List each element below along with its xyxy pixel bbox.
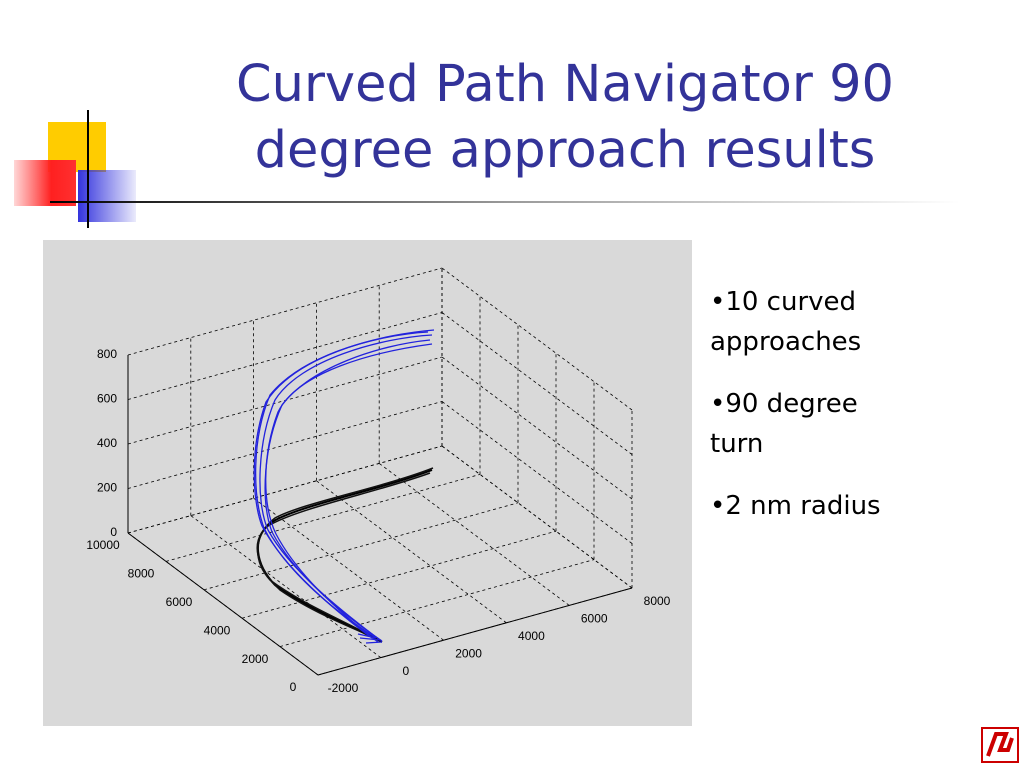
axis-line	[317, 587, 633, 676]
bullet: •90 degree turn	[710, 389, 858, 459]
y-tick-label: 0	[290, 680, 297, 694]
grid-line	[127, 267, 443, 356]
z-tick-label: 400	[97, 436, 117, 450]
z-tick-label: 0	[110, 525, 117, 539]
z-tick-label: 800	[97, 347, 117, 361]
x-tick-label: 6000	[581, 612, 608, 626]
trajectories	[253, 329, 435, 644]
title-rule	[50, 201, 960, 203]
title-line: degree approach results	[254, 121, 876, 180]
trajectory	[257, 467, 434, 641]
bullet-list: •10 curved approaches •90 degree turn •2…	[710, 282, 910, 548]
bullet: •10 curved approaches	[710, 287, 862, 357]
y-tick-label: 2000	[242, 652, 269, 666]
grid-line	[165, 474, 481, 562]
trajectory-end	[357, 633, 383, 644]
z-tick-label: 600	[97, 392, 117, 406]
bullet: •2 nm radius	[710, 491, 881, 521]
grid-line	[241, 530, 557, 619]
y-tick-label: 8000	[128, 567, 155, 581]
trajectory	[265, 343, 433, 643]
x-tick-label: 0	[402, 664, 409, 678]
figure-background	[43, 240, 692, 726]
trajectory	[253, 331, 429, 639]
title-line: Curved Path Navigator 90	[236, 55, 894, 114]
grid-line	[127, 401, 443, 489]
grid-line	[203, 502, 519, 591]
x-tick-label: 8000	[644, 594, 671, 608]
x-tick-label: 2000	[455, 646, 482, 660]
x-tick-label: -2000	[328, 681, 359, 695]
grid-line	[127, 312, 443, 400]
axis-line	[127, 532, 319, 676]
y-tick-label: 6000	[166, 595, 193, 609]
z-tick-label: 200	[97, 481, 117, 495]
grid-line	[279, 559, 595, 647]
title: Curved Path Navigator 90 degree approach…	[150, 52, 980, 184]
grid: -200002000400060008000020004000600080001…	[86, 267, 671, 695]
deco-square	[14, 160, 76, 206]
y-tick-label: 10000	[86, 538, 120, 552]
logo	[981, 727, 1019, 763]
y-tick-label: 4000	[204, 623, 231, 637]
grid-line	[127, 445, 443, 534]
x-tick-label: 4000	[518, 629, 545, 643]
